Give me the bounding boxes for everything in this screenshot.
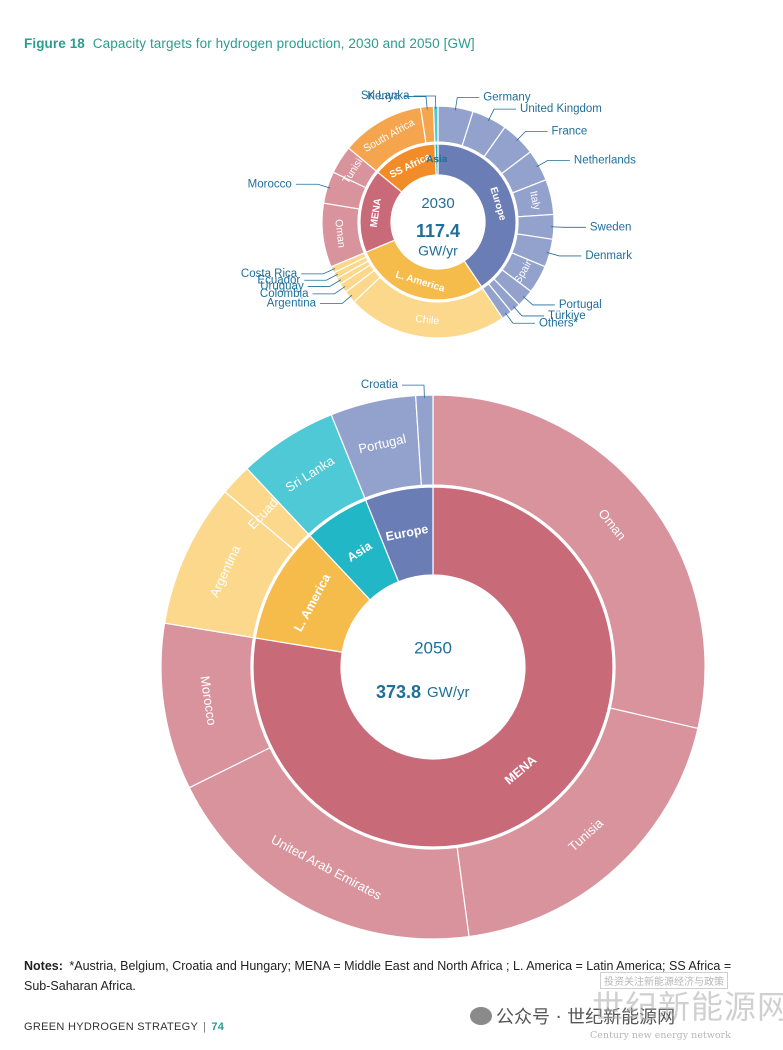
callout-line-portugal [522, 296, 555, 306]
callout-label-portugal: Portugal [559, 299, 602, 311]
callout-line-uruguay [307, 279, 342, 287]
center-total-2030: 117.4 [416, 221, 460, 241]
callout-line-others [504, 312, 535, 324]
wechat-icon [470, 1007, 492, 1025]
region-label-mena: MENA [369, 197, 384, 228]
callout-line-united-kingdom [487, 108, 517, 121]
country-label-chile: Chile [415, 313, 440, 328]
callout-label-costa-rica: Costa Rica [241, 268, 298, 280]
notes: Notes: *Austria, Belgium, Croatia and Hu… [24, 956, 744, 996]
callout-label-kenya: Kenya [367, 91, 400, 103]
country-arc-sri-lanka [432, 105, 439, 143]
page-number: 74 [211, 1021, 225, 1033]
callout-label-others: Others* [539, 317, 579, 329]
region-arc-europe [364, 486, 434, 583]
callout-line-sri-lanka [413, 95, 437, 110]
watermark: 公众号 · 世纪新能源网 [470, 1003, 675, 1029]
callout-line-denmark [546, 252, 582, 257]
callout-line-morocco [295, 183, 331, 189]
callout-label-uruguay: Uruguay [260, 280, 304, 292]
callout-label-croatia: Croatia [361, 379, 399, 391]
callout-line-costa-rica [301, 268, 336, 275]
callout-label-argentina: Argentina [267, 298, 317, 310]
center-year-2050: 2050 [414, 638, 452, 657]
watermark-text: 公众号 · 世纪新能源网 [496, 1007, 676, 1028]
callout-label-morocco: Morocco [248, 178, 292, 190]
callout-line-kenya [404, 96, 428, 110]
callout-label-sri-lanka: Sri Lanka [361, 90, 410, 102]
country-label-italy: Italy [527, 190, 543, 212]
callout-label-united-kingdom: United Kingdom [520, 103, 602, 115]
footer-separator: | [203, 1021, 207, 1033]
figure-title: Figure 18 Capacity targets for hydrogen … [24, 36, 475, 51]
region-arc-europe [437, 143, 517, 288]
country-arc-oman [432, 394, 706, 730]
country-label-oman: Oman [332, 219, 347, 249]
watermark-big: 世纪新能源网 [592, 988, 783, 1026]
callout-label-colombia: Colombia [260, 288, 309, 300]
footer: GREEN HYDROGEN STRATEGY | 74 [24, 1021, 224, 1033]
country-label-morocco: Morocco [197, 675, 219, 727]
notes-text: *Austria, Belgium, Croatia and Hungary; … [24, 959, 732, 993]
watermark-small: 投资关注新能源经济与政策 [600, 972, 728, 989]
callout-line-netherlands [536, 160, 570, 168]
region-arc-mena [252, 486, 614, 848]
callout-label-denmark: Denmark [585, 250, 632, 262]
callout-label-ecuador: Ecuador [257, 274, 300, 286]
region-arc-asia [434, 143, 439, 176]
footer-doc-title: GREEN HYDROGEN STRATEGY [24, 1021, 199, 1033]
callout-line-ecuador [304, 273, 338, 281]
figure-caption: Capacity targets for hydrogen production… [92, 36, 475, 51]
figure-number: Figure 18 [24, 36, 85, 51]
notes-label: Notes: [24, 959, 63, 973]
callout-label-germany: Germany [483, 92, 531, 104]
center-year-2030: 2030 [421, 195, 454, 212]
center-unit-2050: GW/yr [427, 684, 470, 701]
callout-label-netherlands: Netherlands [574, 154, 636, 166]
callout-line-t-rkiye [513, 305, 544, 317]
country-arc-croatia [415, 394, 434, 487]
callout-line-france [516, 130, 548, 142]
callout-label-t-rkiye: Türkiye [548, 310, 586, 322]
callout-line-sweden [550, 226, 586, 228]
watermark-stamp: 投资关注新能源经济与政策 世纪新能源网 Century new energy n… [590, 972, 783, 1042]
callout-label-france: France [552, 125, 588, 137]
callout-line-germany [454, 97, 480, 111]
callout-line-croatia [401, 384, 425, 399]
callout-line-colombia [312, 286, 346, 295]
callout-line-argentina [320, 294, 353, 305]
watermark-sub: Century new energy network [590, 1030, 731, 1041]
center-unit-2030: GW/yr [418, 243, 458, 259]
center-total-2050: 373.8 [376, 682, 421, 702]
region-label-asia: Asia [426, 154, 448, 165]
callout-label-sweden: Sweden [590, 221, 632, 233]
